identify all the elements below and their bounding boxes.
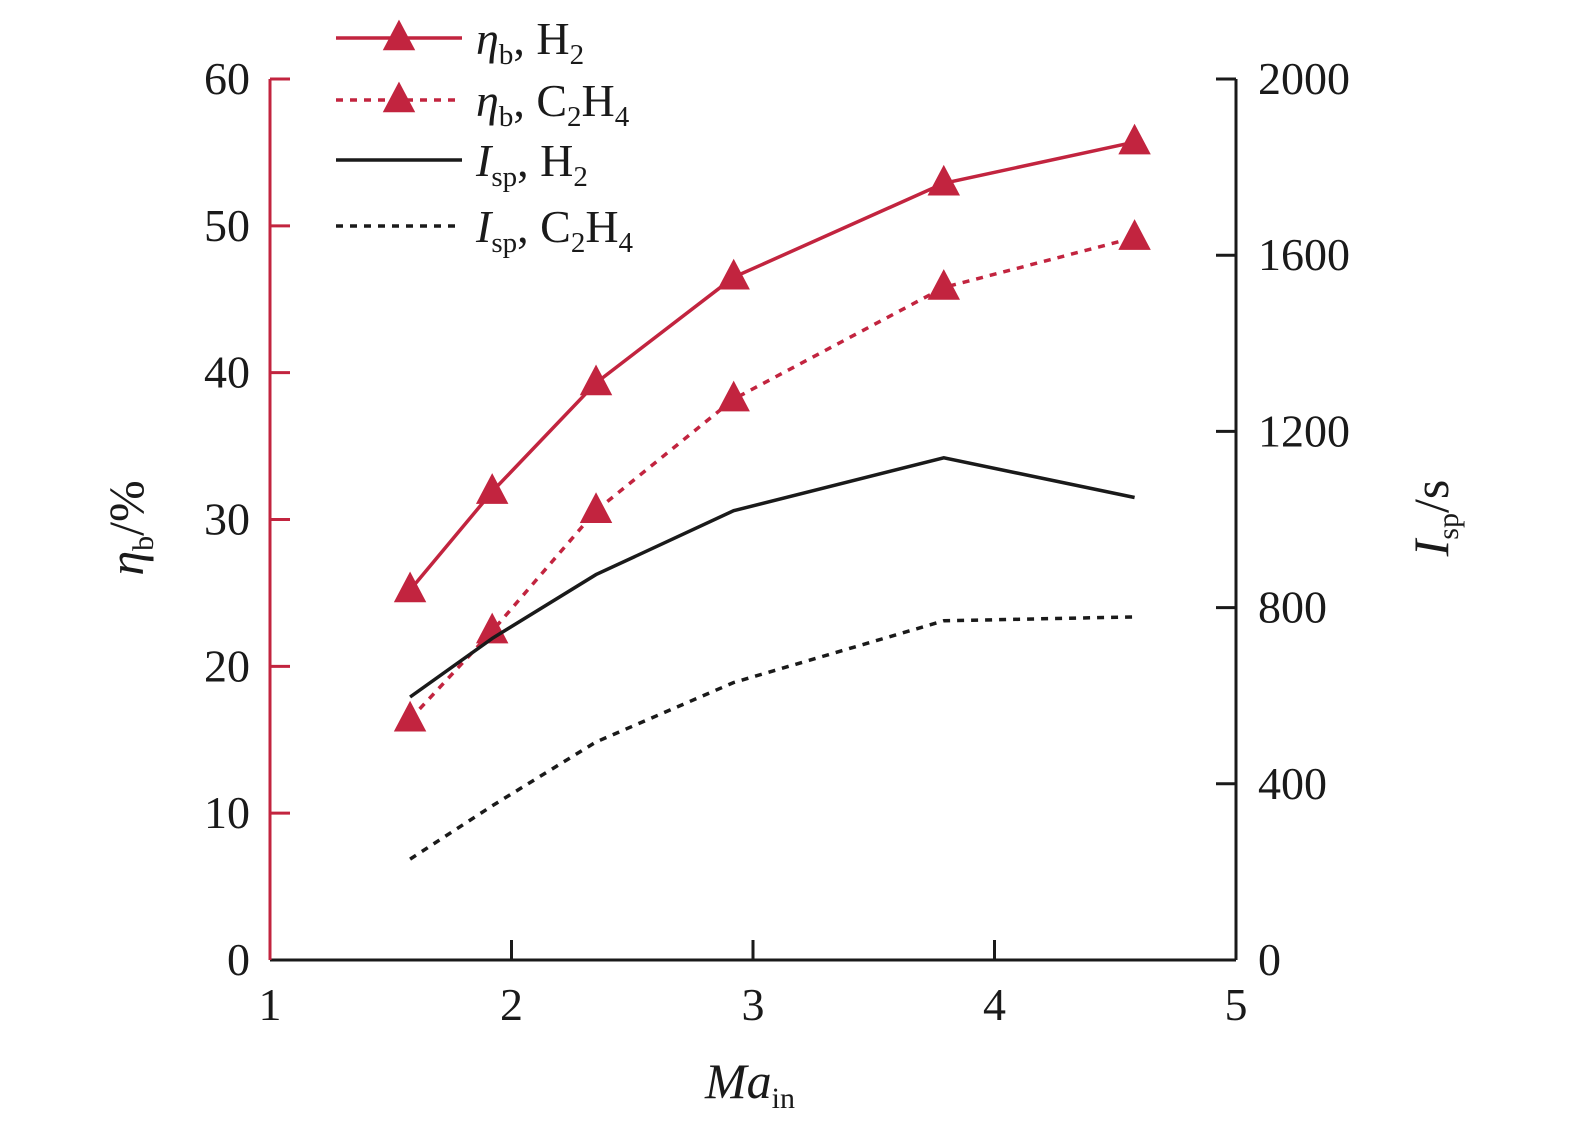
series-line-1: [408, 140, 1135, 592]
legend-marker-2: [382, 81, 416, 113]
series-1-point: [475, 473, 509, 504]
y-left-tick-label: 40: [204, 347, 250, 398]
y-right-tick-label: 2000: [1258, 53, 1350, 104]
series-1-point: [393, 571, 427, 603]
y-left-tick-label: 0: [227, 934, 250, 985]
y-left-tick-label: 50: [204, 200, 250, 251]
x-axis-title: Main: [704, 1053, 795, 1115]
series-1-point: [717, 258, 750, 290]
series-layer: [393, 123, 1151, 861]
x-tick-label: 5: [1225, 979, 1248, 1030]
series-1-point: [579, 364, 613, 396]
legend-label-1: ηb, H2: [476, 13, 584, 71]
y-right-tick-label: 1200: [1258, 405, 1350, 456]
y-right-tick-label: 400: [1258, 758, 1327, 809]
y-right-tick-label: 0: [1258, 934, 1281, 985]
series-line-3: [409, 456, 1135, 699]
series-2-point: [927, 269, 961, 300]
y-left-tick-label: 20: [204, 640, 250, 691]
legend-label-3: Isp, H2: [475, 135, 588, 193]
y-left-tick-label: 10: [204, 787, 250, 838]
series-1-point: [927, 164, 961, 196]
x-tick-label: 2: [500, 979, 523, 1030]
axes: [268, 79, 1238, 962]
legend-label-2: ηb, C2H4: [476, 75, 630, 133]
x-tick-label: 1: [259, 979, 282, 1030]
series-line-4: [409, 615, 1135, 861]
y-axis-left-title: ηb/%: [98, 480, 160, 575]
x-tick-label: 3: [742, 979, 765, 1030]
y-axis-right-title: Isp/s: [1403, 480, 1465, 558]
x-tick-label: 4: [983, 979, 1006, 1030]
series-2-point: [393, 700, 427, 732]
legend-marker-1: [382, 19, 416, 51]
series-2-point: [579, 492, 613, 523]
y-right-tick-label: 800: [1258, 582, 1327, 633]
y-left-tick-label: 60: [204, 53, 250, 104]
series-line-2: [408, 235, 1136, 721]
y-right-tick-label: 1600: [1258, 229, 1350, 280]
y-left-tick-label: 30: [204, 494, 250, 545]
series-2-point: [717, 380, 750, 412]
series-1-point: [1118, 123, 1151, 155]
series-2-point: [1118, 219, 1151, 250]
legend-label-4: Isp, C2H4: [475, 201, 634, 259]
